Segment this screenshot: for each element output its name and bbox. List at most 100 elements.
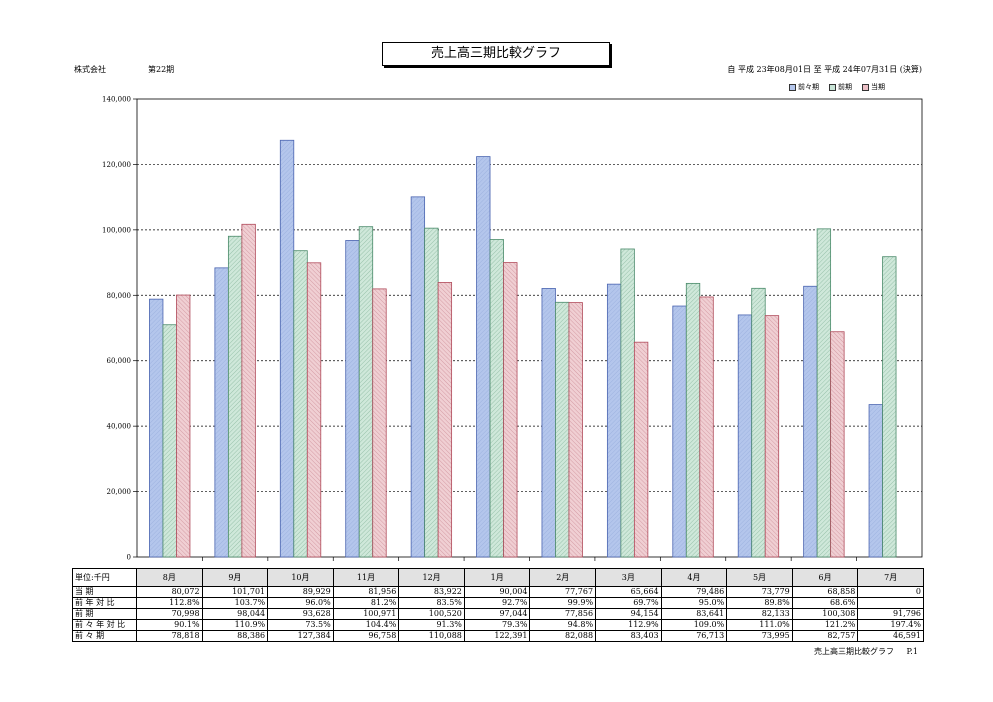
bar-prev-prev: [868, 404, 883, 558]
table-cell: 83.5%: [398, 597, 465, 609]
table-cell: [857, 597, 924, 609]
bar-prev-prev: [541, 288, 556, 558]
row-label: 前 々 期: [72, 630, 137, 642]
month-header: 7月: [857, 568, 924, 587]
table-cell: 77,767: [529, 586, 597, 598]
period-label: 第22期: [148, 65, 175, 74]
table-cell: 78,818: [136, 630, 203, 642]
legend-swatch-prev-prev: [789, 83, 796, 91]
table-cell: 103.7%: [201, 597, 269, 609]
chart-grid: [136, 98, 923, 561]
y-tick-label: 60,000: [107, 357, 132, 365]
chart-bars: [149, 139, 897, 558]
table-header-row: 単位:千円 8月 9月 10月 11月 12月 1月 2月 3月 4月 5月 6月 7月: [72, 568, 924, 587]
table-cell: 98,044: [201, 608, 269, 620]
table-cell: 94,154: [595, 608, 662, 620]
table-cell: 110.9%: [201, 619, 269, 631]
legend-label-prev: 前期: [838, 83, 852, 91]
table-cell: 0: [857, 586, 924, 598]
page-number: P.1: [906, 647, 918, 656]
row-label: 前 年 対 比: [72, 597, 137, 609]
month-header: 8月: [136, 568, 203, 587]
y-tick-label: 140,000: [102, 96, 131, 104]
table-cell: 100,308: [791, 608, 859, 620]
bar-current: [437, 282, 453, 558]
bar-prev: [816, 228, 832, 558]
row-label: 前 期: [72, 608, 137, 620]
month-header: 4月: [660, 568, 728, 587]
table-cell: 46,591: [857, 630, 924, 642]
chart-legend: 前々期 前期 当期: [789, 82, 885, 92]
table-cell: 83,641: [660, 608, 728, 620]
table-cell: 92.7%: [463, 597, 531, 609]
page-title: 売上高三期比較グラフ: [382, 42, 610, 66]
table-row: 前 々 期 78,818 88,386 127,384 96,758 110,088 122…: [72, 630, 924, 642]
y-axis-ticks: 0 20,000 40,000 60,000 80,000 100,000 120,000 1…: [102, 96, 137, 562]
table-cell: 121.2%: [791, 619, 859, 631]
legend-label-current: 当期: [871, 83, 885, 91]
table-cell: 73.5%: [267, 619, 334, 631]
data-table: 単位:千円 8月 9月 10月 11月 12月 1月 2月 3月 4月 5月 6月 7月当 期 80,07…: [72, 568, 924, 642]
y-tick-label: 20,000: [107, 488, 132, 496]
table-cell: 96,758: [332, 630, 400, 642]
legend-item-prev: 前期: [829, 82, 852, 92]
month-header: 1月: [463, 568, 531, 587]
company-name: 株式会社: [74, 65, 106, 74]
table-cell: 81.2%: [332, 597, 400, 609]
bar-current: [633, 341, 649, 558]
bar-prev-prev: [410, 196, 426, 558]
table-cell: 89,929: [267, 586, 334, 598]
bar-current: [241, 223, 256, 558]
bar-chart: 0 20,000 40,000 60,000 80,000 100,000 120,000 1…: [102, 96, 923, 562]
table-cell: 82,133: [726, 608, 793, 620]
y-tick-label: 40,000: [107, 423, 132, 431]
y-tick-label: 100,000: [102, 226, 131, 234]
table-row: 前 々 年 対 比 90.1% 110.9% 73.5% 104.4% 91.3% 79.3…: [72, 619, 924, 631]
table-cell: 70,998: [136, 608, 203, 620]
table-row: 前 期 70,998 98,044 93,628 100,971 100,520 97,04…: [72, 608, 924, 620]
table-cell: 100,520: [398, 608, 465, 620]
bar-prev: [424, 227, 439, 558]
bar-prev-prev: [149, 298, 164, 558]
table-cell: 83,922: [398, 586, 465, 598]
table-cell: 68,858: [791, 586, 859, 598]
month-header: 6月: [791, 568, 859, 587]
table-cell: 73,995: [726, 630, 793, 642]
legend-item-prev-prev: 前々期: [789, 82, 819, 92]
bar-current: [176, 294, 191, 558]
bar-current: [699, 296, 714, 558]
bar-prev: [227, 235, 243, 558]
table-cell: 99.9%: [529, 597, 597, 609]
bar-prev: [685, 282, 701, 558]
bar-current: [830, 331, 845, 558]
row-label: 当 期: [72, 586, 137, 598]
bar-prev-prev: [737, 314, 753, 558]
bar-prev-prev: [672, 305, 687, 558]
legend-label-prev-prev: 前々期: [798, 83, 819, 91]
month-header: 10月: [267, 568, 334, 587]
bar-prev: [751, 287, 766, 558]
table-cell: 91,796: [857, 608, 924, 620]
table-cell: 96.0%: [267, 597, 334, 609]
table-cell: 68.6%: [791, 597, 859, 609]
bar-prev: [162, 324, 177, 558]
table-cell: 88,386: [201, 630, 269, 642]
bar-prev: [293, 250, 308, 558]
bar-current: [306, 262, 322, 558]
table-cell: 112.8%: [136, 597, 203, 609]
table-cell: 93,628: [267, 608, 334, 620]
bar-current: [568, 302, 583, 558]
y-tick-label: 0: [127, 554, 131, 562]
table-cell: 82,757: [791, 630, 859, 642]
bar-prev-prev: [476, 156, 491, 558]
bar-prev-prev: [803, 285, 818, 558]
table-cell: 104.4%: [332, 619, 400, 631]
table-cell: 109.0%: [660, 619, 728, 631]
bar-prev-prev: [214, 267, 229, 558]
table-cell: 197.4%: [857, 619, 924, 631]
table-cell: 79.3%: [463, 619, 531, 631]
legend-swatch-current: [862, 83, 869, 91]
bar-current: [764, 315, 780, 558]
legend-swatch-prev: [829, 83, 836, 91]
table-cell: 82,088: [529, 630, 597, 642]
